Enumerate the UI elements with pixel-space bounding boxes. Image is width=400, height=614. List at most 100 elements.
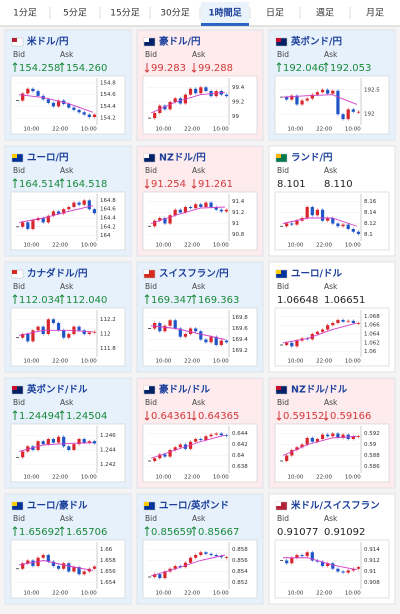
candle (204, 87, 208, 91)
trend-arrow (276, 411, 282, 421)
candle (46, 439, 50, 445)
ask-value: 91.261 (198, 179, 233, 190)
tab[interactable]: 週足 (299, 7, 334, 19)
candle (285, 97, 289, 100)
candle (62, 563, 66, 569)
pair-name: NZドル/ドル (291, 385, 348, 396)
y-tick-label: 0.642 (232, 442, 248, 448)
x-tick-label: 10:00 (23, 359, 39, 365)
candle (72, 107, 76, 110)
candle (204, 202, 208, 207)
ask-label: Ask (60, 514, 74, 523)
tab[interactable]: 1時間足 (199, 2, 249, 26)
x-tick-label: 10:00 (287, 243, 303, 249)
trend-arrow (12, 178, 18, 188)
y-tick-label: 1.066 (364, 323, 380, 329)
flag-mark (12, 502, 17, 506)
ask-label: Ask (60, 398, 74, 407)
ask-value: 169.363 (198, 295, 239, 306)
candle (356, 436, 361, 438)
candle (92, 209, 97, 214)
moving-average (283, 557, 357, 571)
candle (183, 562, 188, 568)
pair-name: 豪ドル/ドル (159, 384, 210, 396)
candle (168, 320, 172, 326)
candle (153, 220, 157, 227)
chart-bg (10, 191, 126, 251)
y-tick-label: 0.914 (364, 547, 380, 553)
candle (51, 439, 56, 443)
candle (214, 336, 218, 345)
candle (290, 557, 294, 564)
candle (62, 209, 66, 214)
candle (62, 330, 66, 338)
candle (346, 570, 350, 573)
ask-value: 192.053 (330, 63, 371, 74)
bid-label: Bid (13, 50, 25, 59)
candle (290, 223, 294, 225)
candle (46, 99, 50, 103)
bid-value: 169.347 (151, 295, 192, 306)
x-tick-label: 22:00 (316, 243, 332, 249)
candle (356, 323, 361, 324)
y-tick-label: 169.2 (232, 348, 248, 354)
candle (168, 102, 172, 110)
y-tick-label: 112.2 (100, 317, 116, 323)
trend-arrow (191, 526, 197, 536)
candle (92, 114, 97, 117)
moving-average (283, 94, 358, 105)
y-tick-label: 0.91 (364, 569, 376, 575)
candle (320, 329, 325, 332)
candle (300, 100, 304, 105)
candle (72, 444, 76, 450)
tab[interactable]: 15分足 (99, 7, 140, 19)
flag-mark (144, 154, 149, 158)
x-tick-label: 10:00 (81, 359, 97, 365)
y-tick-label: 164 (100, 233, 111, 239)
tab[interactable]: 30分足 (149, 7, 190, 19)
y-tick-label: 154.6 (100, 92, 116, 98)
candle (356, 231, 361, 234)
y-tick-label: 0.59 (364, 442, 377, 448)
candle (204, 436, 208, 441)
x-tick-label: 10:00 (155, 243, 171, 249)
x-tick-label: 22:00 (184, 243, 200, 249)
x-tick-label: 22:00 (184, 475, 200, 481)
bid-label: Bid (145, 398, 157, 407)
x-tick-label: 10:00 (23, 243, 39, 249)
y-tick-label: 112 (100, 332, 111, 338)
tab[interactable]: 1分足 (13, 8, 37, 19)
candle (46, 319, 50, 334)
tab[interactable]: 月足 (349, 7, 384, 19)
y-tick-label: 0.858 (232, 547, 248, 553)
moving-average (150, 434, 226, 459)
y-tick-label: 192 (364, 112, 375, 118)
pair-name: ユーロ/英ポンド (159, 500, 229, 512)
candle (56, 436, 61, 443)
y-tick-label: 90.8 (232, 232, 245, 238)
candle (178, 566, 182, 568)
x-tick-label: 10:00 (345, 591, 361, 597)
tab[interactable]: 日足 (249, 7, 284, 19)
candle (36, 441, 40, 450)
ask-value: 99.288 (198, 63, 233, 74)
candle (214, 207, 218, 210)
tab[interactable]: 5分足 (49, 7, 87, 19)
candle (290, 95, 294, 100)
chart-bg (274, 75, 390, 135)
